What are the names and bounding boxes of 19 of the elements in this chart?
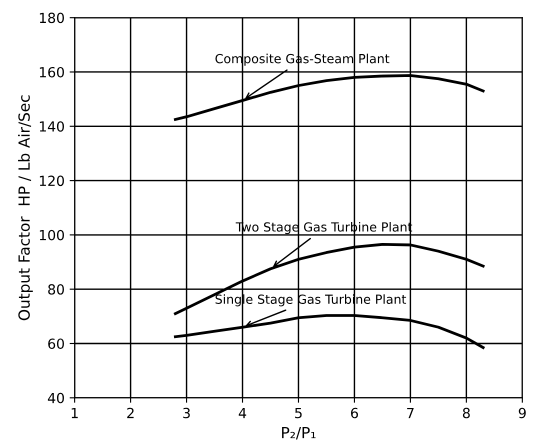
x-tick-label: 3 xyxy=(183,408,190,418)
y-tick-label: 40 xyxy=(48,392,64,404)
x-tick-label: 4 xyxy=(238,408,246,418)
y-tick-label: 160 xyxy=(40,66,64,78)
x-axis-title: P₂/P₁ xyxy=(282,426,316,440)
x-tick-label: 8 xyxy=(462,408,470,418)
y-axis-title: Output Factor HP / Lb Air/Sec xyxy=(18,95,33,320)
x-tick-label: 7 xyxy=(407,408,414,418)
y-tick-label: 140 xyxy=(40,121,64,132)
y-tick-label: 60 xyxy=(48,338,64,349)
y-tick-label: 120 xyxy=(40,176,64,186)
x-tick-label: 1 xyxy=(72,408,78,418)
x-tick-label: 2 xyxy=(127,408,134,418)
y-tick-label: 180 xyxy=(40,12,64,24)
x-tick-label: 6 xyxy=(350,408,358,418)
y-tick-label: 100 xyxy=(40,230,64,240)
y-tick-label: 80 xyxy=(48,284,64,295)
x-tick-label: 9 xyxy=(518,408,526,418)
x-tick-label: 5 xyxy=(295,408,302,418)
